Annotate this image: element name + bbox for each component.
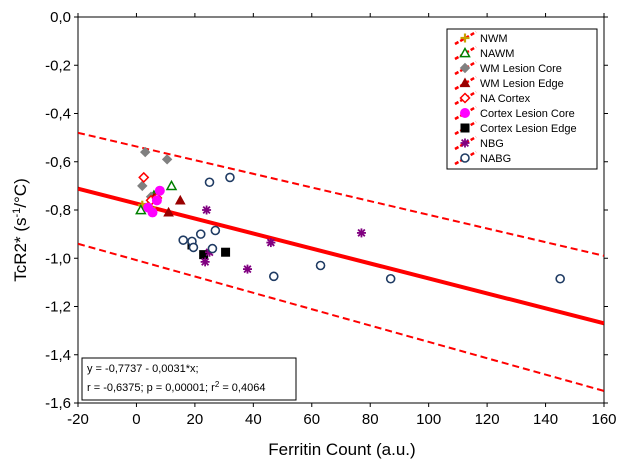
stats-box: y = -0,7737 - 0,0031*x; r = -0,6375; p =… <box>81 357 297 401</box>
stats-line-2-sup: 2 <box>215 380 220 389</box>
point-nbg-d <box>243 265 252 274</box>
point-nabg <box>204 177 215 188</box>
regression-layer <box>78 131 604 392</box>
legend-frame <box>446 28 598 170</box>
x-tick-label: 0 <box>132 411 140 428</box>
x-tick-label: 140 <box>533 411 558 428</box>
point-cortex-lesion-core <box>151 195 162 206</box>
y-tick-label: -0,4 <box>45 106 71 123</box>
y-axis-label-sup: -1 <box>11 208 23 218</box>
x-axis-label: Ferritin Count (a.u.) <box>268 440 415 459</box>
confidence-band-lower <box>78 242 604 392</box>
y-tick-label: -1,2 <box>45 299 71 316</box>
point-cortex-lesion-core <box>143 202 154 213</box>
point-nabg <box>207 243 218 254</box>
y-tick-label: -0,8 <box>45 202 71 219</box>
point-na-cortex <box>138 171 150 183</box>
x-tick-label: 100 <box>416 411 441 428</box>
point-nawm <box>165 179 178 191</box>
point-nbg-d <box>266 238 275 247</box>
point-nawm <box>135 203 147 215</box>
stats-line-2-post: = 0,4064 <box>219 382 265 394</box>
stats-line-2-pre: r = -0,6375; p = 0,00001; r <box>87 382 215 394</box>
point-nbg <box>202 205 212 215</box>
point-nabg <box>225 172 235 183</box>
y-tick-label: -1,0 <box>45 250 71 267</box>
point-cortex-lesion-edge <box>199 250 209 260</box>
point-wm-lesion-core <box>140 146 151 158</box>
y-tick-label: 0,0 <box>50 9 71 26</box>
y-axis-label: TcR2* (s-1/°C) <box>11 178 30 281</box>
x-tick-label: 60 <box>303 411 320 428</box>
legend-label-nwm: NWM <box>480 33 508 45</box>
legend-label-nawm: NAWM <box>480 48 514 60</box>
legend-marker-nbg <box>460 138 470 148</box>
x-tick-label: 160 <box>591 411 616 428</box>
point-nbg <box>356 228 366 238</box>
legend-label-wm-lesion-core: WM Lesion Core <box>480 63 562 75</box>
legend-marker-wm-lesion-edge <box>459 77 471 88</box>
y-tick-label: -1,4 <box>45 347 71 364</box>
y-tick-label: -1,6 <box>45 395 71 412</box>
x-tick-label: 20 <box>187 411 204 428</box>
stats-line-2: r = -0,6375; p = 0,00001; r2 = 0,4064 <box>87 380 265 394</box>
point-cortex-lesion-core <box>154 185 165 196</box>
legend-label-cortex-lesion-edge: Cortex Lesion Edge <box>480 123 577 135</box>
legend-marker-cortex-lesion-core <box>460 108 470 118</box>
point-cortex-lesion-edge <box>221 247 231 257</box>
legend-marker-nbg-d <box>460 138 470 148</box>
legend-label-nabg: NABG <box>480 153 511 165</box>
point-wm-lesion-core <box>137 180 148 192</box>
point-nbg-d <box>201 257 210 266</box>
y-axis-label-main: TcR2* (s <box>11 218 30 282</box>
point-nbg-d <box>202 205 211 215</box>
legend-label-wm-lesion-edge: WM Lesion Edge <box>480 78 564 90</box>
x-tick-label: -20 <box>67 411 89 428</box>
point-nabg <box>268 271 279 282</box>
point-nbg-d <box>357 228 366 237</box>
y-tick-label: -0,6 <box>45 154 71 171</box>
point-nabg <box>210 225 221 236</box>
point-nabg <box>178 235 188 245</box>
data-points-layer <box>135 146 565 284</box>
x-tick-label: 120 <box>475 411 500 428</box>
legend-marker-wm-lesion-core <box>459 62 471 74</box>
legend-marker-cortex-lesion-edge <box>460 123 470 133</box>
y-tick-label: -0,2 <box>45 57 71 74</box>
point-wm-lesion-core <box>161 154 173 165</box>
legend-label-na-cortex: NA Cortex <box>480 93 531 105</box>
legend-marker-nabg <box>460 153 470 163</box>
x-tick-label: 80 <box>362 411 379 428</box>
x-tick-label: 40 <box>245 411 262 428</box>
point-nabg <box>385 273 396 284</box>
point-nbg <box>242 264 252 274</box>
point-wm-lesion-edge <box>163 206 174 217</box>
legend-label-nbg: NBG <box>480 138 504 150</box>
y-axis-label-end: /°C) <box>11 178 30 207</box>
point-nbg <box>266 238 276 248</box>
tick-labels-layer: -20 0 20 40 60 80 100 120 140 160 0,0 -0,2 -0,4 -0,6 -… <box>45 9 616 428</box>
legend: NWM NAWM WM Lesion Core WM Lesion Edge NA Co… <box>446 28 598 170</box>
point-nbg <box>200 257 210 267</box>
confidence-band-upper <box>78 131 604 257</box>
axes-layer <box>74 13 608 407</box>
point-wm-lesion-edge <box>174 194 186 205</box>
stats-line-1: y = -0,7737 - 0,0031*x; <box>87 363 199 375</box>
legend-label-cortex-lesion-core: Cortex Lesion Core <box>480 108 575 120</box>
point-nabg <box>188 242 199 253</box>
stats-box-frame <box>81 357 297 401</box>
point-nabg <box>315 260 326 271</box>
legend-marker-na-cortex <box>459 92 471 104</box>
point-nabg <box>195 229 206 239</box>
point-nabg <box>555 273 565 284</box>
legend-marker-nwm <box>460 33 470 43</box>
legend-marker-nawm <box>459 46 471 58</box>
regression-line <box>78 186 604 326</box>
